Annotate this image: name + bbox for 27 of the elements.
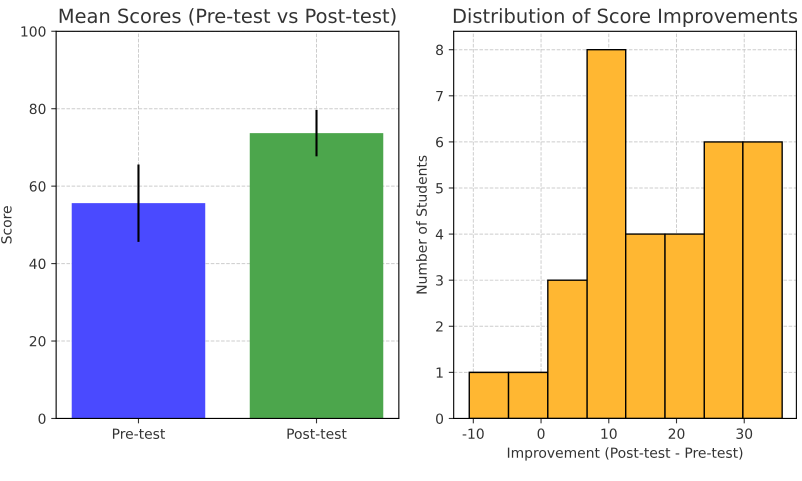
x-tick-label: Pre-test <box>112 428 166 439</box>
y-tick-label: 60 <box>30 181 46 192</box>
y-tick-label: 7 <box>436 90 443 102</box>
x-axis-title: Improvement (Post-test - Pre-test) <box>508 447 742 461</box>
y-tick-label: 2 <box>436 321 443 332</box>
y-axis-title: Score <box>1 206 12 244</box>
y-tick-label: 100 <box>21 26 46 37</box>
chart-title: Distribution of Score Improvements <box>454 8 798 27</box>
y-tick-label: 20 <box>30 336 46 347</box>
x-tick-label: 10 <box>601 428 617 439</box>
x-tick-label: 0 <box>538 428 545 439</box>
y-tick-label: 80 <box>30 104 46 114</box>
y-tick-label: 4 <box>436 229 444 240</box>
y-tick-label: 1 <box>436 368 443 378</box>
y-tick-label: 8 <box>436 44 444 56</box>
y-tick-label: 5 <box>436 183 443 194</box>
y-tick-label: 6 <box>436 136 444 148</box>
x-tick-label: 20 <box>668 428 684 439</box>
y-tick-label: 40 <box>29 258 46 270</box>
y-tick-label: 0 <box>38 413 46 424</box>
y-tick-label: 3 <box>436 275 443 286</box>
x-tick-label: Post-test <box>288 428 347 439</box>
x-tick-label: -10 <box>462 428 484 439</box>
x-tick-label: 30 <box>736 428 752 439</box>
y-axis-title: Number of Students <box>416 156 427 294</box>
chart-title: Mean Scores (Pre-test vs Post-test) <box>60 8 396 26</box>
y-tick-label: 0 <box>436 413 444 424</box>
